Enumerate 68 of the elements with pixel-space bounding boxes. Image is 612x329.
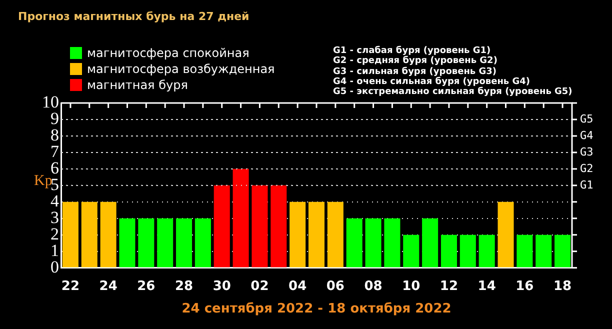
ref-line-label: G5 xyxy=(580,112,594,126)
bar xyxy=(100,202,116,268)
bar xyxy=(290,202,306,268)
x-tick-label: 10 xyxy=(402,278,420,294)
x-tick-label: 16 xyxy=(516,278,534,294)
bar xyxy=(440,234,457,268)
x-tick-label: 30 xyxy=(212,278,231,294)
x-tick-label: 18 xyxy=(553,278,572,294)
y-tick-label: 0 xyxy=(50,257,59,276)
x-tick-label: 14 xyxy=(478,278,496,294)
bar xyxy=(536,234,552,268)
x-tick-label: 26 xyxy=(137,278,156,294)
bar xyxy=(478,234,495,268)
bar xyxy=(62,202,78,268)
text: G4 - очень сильная буря (уровень G4) xyxy=(333,76,532,87)
bar xyxy=(403,234,420,268)
y-tick-label: 7 xyxy=(50,142,60,161)
y-tick-label: 3 xyxy=(50,208,59,227)
x-tick-label: 08 xyxy=(364,278,382,294)
x-tick-label: 12 xyxy=(440,278,458,294)
y-tick-label: 5 xyxy=(50,174,59,194)
bar xyxy=(498,202,514,268)
legend-label: магнитосфера спокойная xyxy=(87,46,250,60)
bar xyxy=(157,218,174,268)
y-tick-label: 10 xyxy=(42,92,59,112)
y-axis-title: Kp xyxy=(34,173,52,189)
x-tick-label: 22 xyxy=(61,278,80,294)
bar xyxy=(252,185,268,268)
text: G5 - экстремально сильная буря (уровень G5) xyxy=(333,87,572,98)
bar xyxy=(460,234,476,268)
x-tick-label: 02 xyxy=(250,278,269,294)
bar xyxy=(176,218,192,268)
text: G3 - сильная буря (уровень G3) xyxy=(333,66,498,77)
y-tick-label: 8 xyxy=(50,125,59,144)
bar xyxy=(81,202,98,268)
bar xyxy=(346,218,362,268)
y-tick-label: 1 xyxy=(50,240,59,260)
ref-line-label: G2 xyxy=(580,162,594,175)
ref-line-label: G4 xyxy=(580,128,594,142)
y-tick-label: 2 xyxy=(50,224,59,244)
ref-line-label: G1 xyxy=(580,178,594,192)
y-tick-label: 9 xyxy=(50,108,59,128)
x-axis-title: 24 сентября 2022 - 18 октября 2022 xyxy=(182,302,452,317)
bar xyxy=(365,218,382,268)
x-tick-label: 24 xyxy=(99,278,118,294)
x-tick-label: 06 xyxy=(326,278,344,294)
y-tick-label: 6 xyxy=(50,158,59,178)
text: G2 - средняя буря (уровень G2) xyxy=(333,56,498,66)
y-tick-label: 4 xyxy=(50,191,60,210)
bar xyxy=(327,202,344,268)
bar xyxy=(119,218,136,268)
legend-label: магнитная буря xyxy=(87,78,188,92)
ref-line-label: G3 xyxy=(580,145,594,158)
x-tick-label: 28 xyxy=(174,278,194,294)
legend-label: магнитосфера возбужденная xyxy=(87,62,275,76)
bar xyxy=(554,234,571,268)
bar xyxy=(194,218,211,268)
bar xyxy=(232,168,249,268)
bar xyxy=(516,234,533,268)
text: G1 - слабая буря (уровень G1) xyxy=(333,46,492,56)
x-tick-label: 04 xyxy=(288,278,307,294)
bar xyxy=(422,218,438,268)
bar xyxy=(270,185,287,268)
chart-title: Прогноз магнитных бурь на 27 дней xyxy=(18,10,250,23)
bar xyxy=(384,218,400,268)
bar xyxy=(214,185,230,268)
bar xyxy=(138,218,154,268)
bar xyxy=(308,202,325,268)
